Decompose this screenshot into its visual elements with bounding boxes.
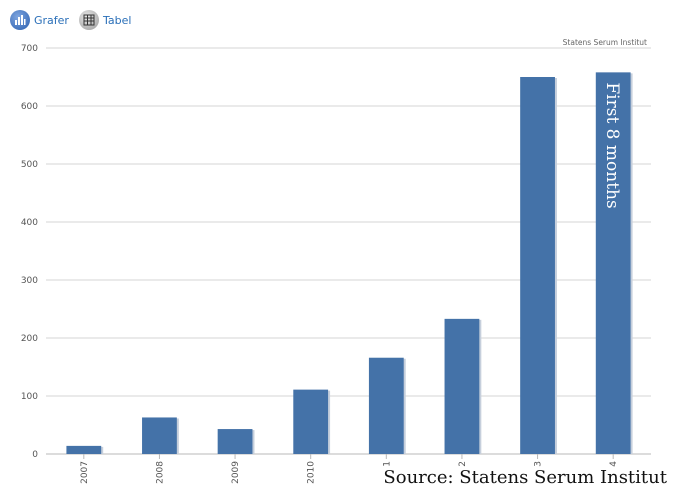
bars: [66, 72, 633, 455]
x-tick-label: 2010: [307, 461, 317, 484]
bar-chart-icon: [10, 10, 30, 30]
chart-toolbar: Grafer Tabel: [10, 8, 141, 32]
bar-annotation: First 8 months: [602, 82, 622, 208]
y-axis-labels: 0 100 200 300 400 500 600 700: [21, 44, 38, 460]
source-note: Source: Statens Serum Institut: [381, 467, 669, 488]
bar: [444, 318, 480, 454]
y-tick-label: 100: [21, 392, 38, 402]
bar: [217, 429, 253, 454]
x-tick-label: 2009: [231, 461, 241, 484]
bar: [595, 72, 631, 455]
table-icon: [78, 10, 99, 30]
y-tick-label: 600: [21, 102, 38, 112]
bar: [368, 357, 404, 454]
y-tick-label: 0: [32, 450, 38, 460]
grafer-button[interactable]: Grafer: [10, 10, 69, 30]
grafer-label: Grafer: [34, 13, 69, 27]
bar: [66, 445, 102, 454]
bar: [520, 77, 555, 454]
bar: [293, 389, 329, 454]
x-tick-label: 2008: [155, 461, 165, 484]
y-tick-label: 500: [21, 160, 38, 170]
y-tick-label: 200: [21, 334, 38, 344]
x-tick-label: 2007: [80, 461, 90, 484]
chart-credit: Statens Serum Institut: [563, 38, 647, 47]
bar: [142, 417, 177, 454]
grid-lines: [46, 47, 651, 459]
y-tick-label: 300: [21, 276, 38, 286]
tabel-label: Tabel: [102, 13, 132, 27]
y-tick-label: 400: [21, 218, 38, 228]
y-tick-label: 700: [21, 44, 38, 54]
tabel-button[interactable]: Tabel: [78, 10, 132, 30]
